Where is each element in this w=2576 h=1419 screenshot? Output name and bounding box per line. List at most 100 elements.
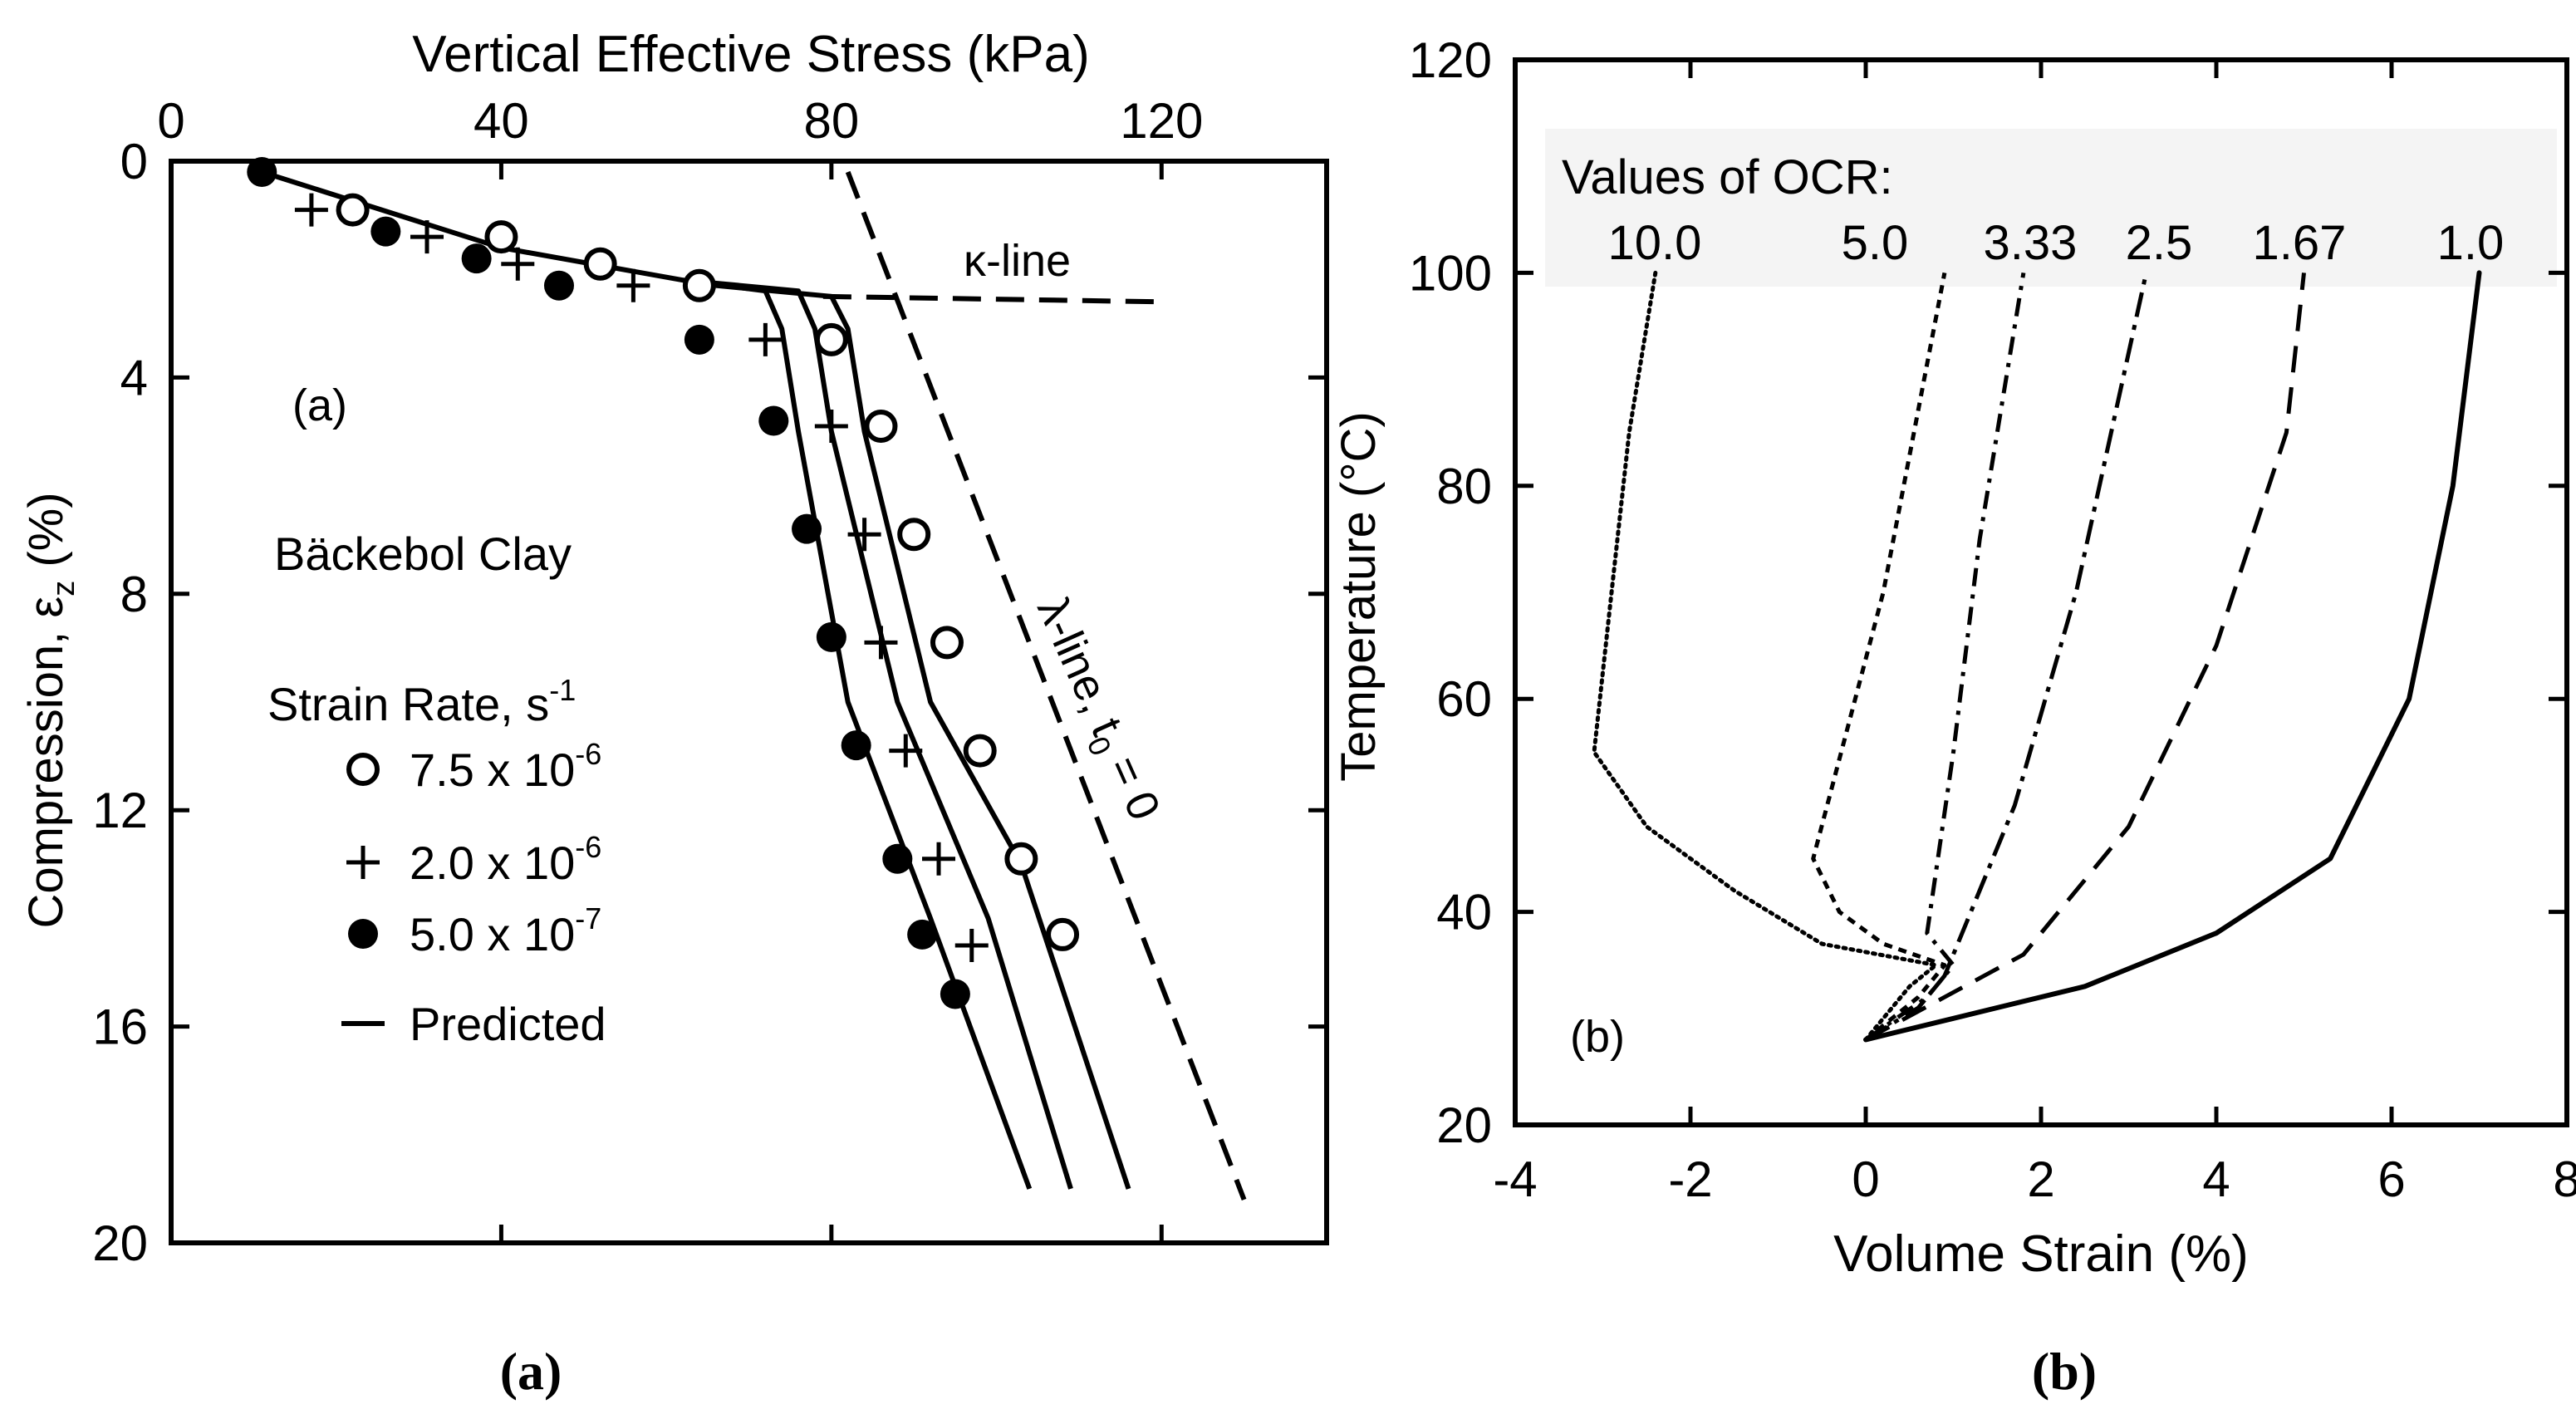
- data-point-open-circle: [484, 220, 518, 254]
- panel-a-plot-frame: [169, 159, 1329, 1245]
- b-x-tick-label: 8: [2553, 1151, 2576, 1207]
- a-y-tick-label: 0: [120, 134, 148, 189]
- data-point-filled-circle: [461, 243, 492, 274]
- legend-entry-text: 7.5 x 10: [410, 744, 575, 796]
- a-y-tick-label: 20: [92, 1215, 148, 1271]
- legend-entry-exp: -6: [575, 737, 601, 771]
- data-point-filled-circle: [940, 979, 970, 1009]
- data-point-open-circle: [583, 247, 617, 281]
- panel-b-curves: [1592, 270, 2482, 1043]
- panel-a-title: Bäckebol Clay: [274, 528, 572, 580]
- data-point-plus: [410, 220, 444, 254]
- b-x-tick-label: 2: [2027, 1151, 2054, 1207]
- legend-entry-exp: -7: [575, 901, 601, 935]
- data-point-plus: [748, 322, 783, 356]
- panel-a-ylabel-unit: (%): [19, 492, 73, 580]
- a-y-tick-label: 12: [92, 783, 148, 838]
- b-x-tick-label: 6: [2377, 1151, 2405, 1207]
- ocr-curve-1.0: [1863, 270, 2482, 1043]
- b-y-tick-label: 100: [1409, 245, 1492, 301]
- ocr-curve-2.5: [1864, 272, 2149, 1042]
- data-point-filled-circle: [370, 216, 401, 247]
- data-point-filled-circle: [792, 513, 822, 544]
- data-point-plus: [847, 518, 881, 552]
- data-point-open-circle: [897, 518, 931, 552]
- data-point-open-circle: [1046, 917, 1080, 951]
- data-point-open-circle: [1004, 842, 1038, 876]
- legend-entry-label: 7.5 x 10-6: [410, 737, 601, 796]
- data-point-plus: [501, 247, 535, 281]
- b-x-tick-label: -4: [1493, 1151, 1537, 1207]
- ocr-curve-3.33: [1864, 272, 2026, 1042]
- data-point-filled-circle: [684, 324, 714, 355]
- data-point-filled-circle: [907, 919, 938, 950]
- ocr-curve-label: 5.0: [1842, 216, 1909, 270]
- ocr-curve-label: 1.67: [2253, 216, 2347, 270]
- data-point-plus: [294, 193, 328, 227]
- ocr-curve-label: 10.0: [1608, 216, 1702, 270]
- legend-entry-exp: -6: [575, 830, 601, 864]
- data-point-plus: [954, 928, 989, 962]
- data-point-open-circle: [682, 268, 716, 302]
- a-x-tick-label: 40: [473, 93, 529, 149]
- data-point-filled-circle: [816, 621, 846, 652]
- ocr-curve-10.0: [1592, 270, 1938, 1042]
- data-point-plus: [922, 842, 956, 876]
- data-point-open-circle: [814, 322, 848, 356]
- b-y-tick-label: 60: [1436, 671, 1492, 727]
- panel-a-x-ticks: 0 40 80 120: [157, 93, 1203, 1243]
- panel-b-x-ticks: -4 -2 0 2 4 6 8: [1493, 60, 2576, 1207]
- a-x-tick-label: 80: [803, 93, 859, 149]
- legend-entry-label: 5.0 x 10-7: [410, 901, 601, 960]
- data-point-plus: [864, 626, 898, 660]
- b-y-tick-label: 20: [1436, 1097, 1492, 1153]
- data-point-plus: [814, 409, 848, 443]
- a-y-tick-label: 4: [120, 350, 148, 405]
- panel-b-curve-labels: 10.0 5.0 3.33 2.5 1.67 1.0: [1608, 216, 2505, 270]
- b-y-tick-label: 80: [1436, 459, 1492, 514]
- ocr-curve-label: 3.33: [1984, 216, 2078, 270]
- ocr-curve-1.67: [1864, 273, 2306, 1042]
- panel-b-chart: -4 -2 0 2 4 6 8 20 40 60 80 100 120 Volume Strain (…: [1332, 32, 2576, 1283]
- a-y-tick-label: 16: [92, 999, 148, 1055]
- legend-title-text: Strain Rate, s: [267, 678, 549, 730]
- caption-b: (b): [2032, 1342, 2097, 1401]
- a-x-tick-label: 0: [157, 93, 184, 149]
- panel-a-data-points: [247, 157, 1080, 1009]
- panel-b-legend-title: Values of OCR:: [1562, 150, 1893, 204]
- legend-entry-text: 2.0 x 10: [410, 837, 575, 889]
- data-point-filled-circle: [543, 270, 574, 301]
- kappa-line-label: κ-line: [964, 236, 1071, 286]
- panel-b-y-ticks: 20 40 60 80 100 120: [1409, 32, 2567, 1153]
- panel-b-plot-frame: [1513, 57, 2569, 1127]
- a-x-tick-label: 120: [1120, 93, 1203, 149]
- panel-a-y-ticks: 0 4 8 12 16 20: [92, 134, 1327, 1271]
- data-point-filled-circle: [758, 405, 789, 436]
- kappa-line: [822, 293, 1162, 305]
- b-x-tick-label: 0: [1852, 1151, 1879, 1207]
- b-x-tick-label: 4: [2202, 1151, 2230, 1207]
- caption-a: (a): [500, 1342, 562, 1401]
- data-point-plus: [889, 734, 923, 768]
- b-x-tick-label: -2: [1668, 1151, 1712, 1207]
- a-y-tick-label: 8: [120, 567, 148, 622]
- lambda-line: [845, 170, 1247, 1201]
- data-point-open-circle: [336, 193, 370, 227]
- legend-marker-open-circle: [346, 753, 380, 786]
- panel-a-ylabel-main: Compression, ε: [19, 597, 73, 929]
- panel-b-ylabel: Temperature (°C): [1332, 411, 1386, 781]
- data-point-filled-circle: [841, 730, 871, 761]
- data-point-filled-circle: [247, 157, 277, 188]
- legend-entry-label: Predicted: [410, 998, 606, 1050]
- panel-a-xlabel: Vertical Effective Stress (kPa): [412, 26, 1089, 83]
- legend-entry-label: 2.0 x 10-6: [410, 830, 601, 889]
- b-y-tick-label: 40: [1436, 885, 1492, 940]
- data-point-open-circle: [864, 409, 898, 443]
- b-y-tick-label: 120: [1409, 32, 1492, 88]
- panel-a-ylabel-sub: z: [47, 581, 81, 597]
- data-point-filled-circle: [882, 843, 913, 874]
- legend-marker-plus: [346, 846, 380, 879]
- data-point-plus: [616, 268, 650, 302]
